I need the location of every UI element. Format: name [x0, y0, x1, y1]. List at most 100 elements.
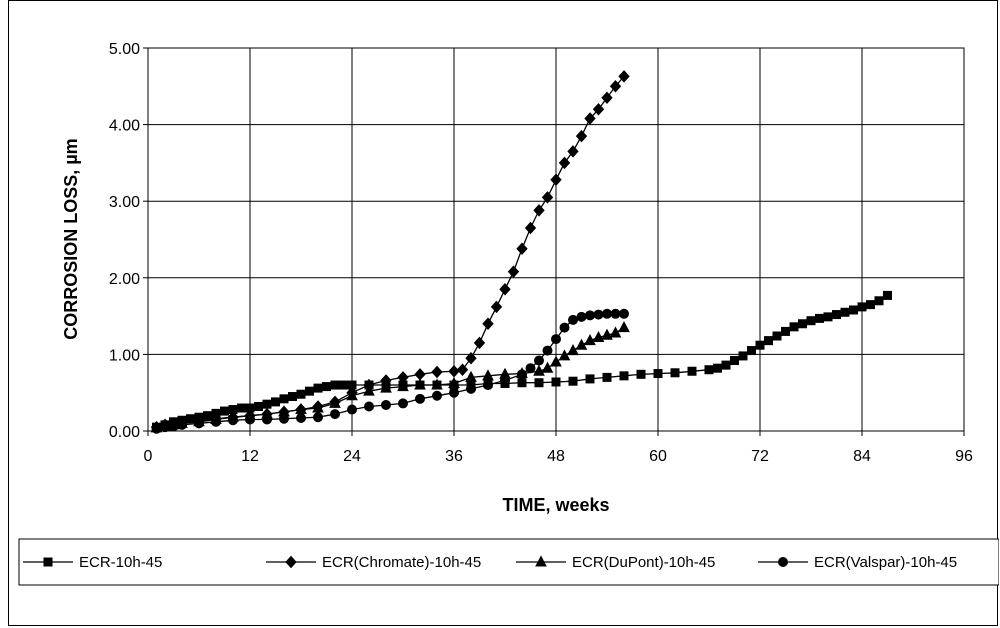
chart-frame: 0.00 1.00 2.00 3.00 4.00 5.00 0 12 24 36 48 60 72 84 9…	[8, 0, 999, 626]
data-point	[237, 403, 246, 413]
x-tick-label: 72	[751, 448, 769, 465]
data-point	[364, 401, 374, 412]
data-point	[305, 386, 314, 396]
data-point	[330, 380, 340, 390]
data-point	[747, 346, 756, 356]
legend-label: ECR(Chromate)-10h-45	[322, 554, 481, 571]
data-point	[738, 351, 748, 361]
x-tick-label: 48	[547, 448, 565, 465]
data-point	[524, 221, 537, 235]
x-tick-label: 60	[649, 448, 667, 465]
data-point	[380, 381, 392, 393]
x-tick-label: 36	[445, 448, 463, 465]
data-point	[575, 129, 588, 143]
data-point	[550, 173, 562, 186]
data-point	[507, 265, 520, 278]
data-point	[840, 307, 850, 317]
data-point	[541, 191, 554, 204]
legend-marker	[43, 557, 53, 567]
data-point	[866, 300, 875, 310]
data-point	[203, 411, 212, 421]
data-point	[585, 374, 595, 384]
data-point	[381, 399, 391, 410]
data-point	[558, 156, 571, 170]
data-point	[713, 363, 722, 373]
x-tick-label: 96	[955, 448, 973, 465]
data-point	[363, 384, 375, 396]
data-point	[704, 365, 714, 375]
data-point	[534, 378, 544, 388]
data-point	[330, 409, 340, 420]
data-point	[262, 399, 272, 409]
data-point	[849, 305, 858, 315]
data-point	[772, 331, 782, 341]
x-tick-label: 84	[853, 448, 871, 465]
legend: ECR-10h-45 ECR(Chromate)-10h-45 ECR(DuPont…	[23, 554, 957, 571]
data-point	[687, 366, 697, 376]
data-point	[542, 345, 553, 356]
data-point	[559, 322, 570, 333]
data-point	[177, 419, 187, 430]
data-point	[592, 330, 605, 343]
data-point	[533, 364, 545, 376]
data-point	[806, 316, 816, 326]
data-point	[798, 319, 807, 329]
data-point	[601, 91, 613, 105]
data-point	[551, 334, 561, 345]
tick-layer: 0.00 1.00 2.00 3.00 4.00 5.00 0 12 24 36 48 60 72 84 9…	[109, 41, 973, 465]
y-tick-label: 5.00	[109, 41, 140, 58]
data-point	[567, 145, 579, 158]
y-tick-label: 1.00	[109, 347, 140, 364]
data-point	[823, 312, 833, 322]
data-point	[262, 414, 272, 425]
data-point	[609, 326, 622, 338]
data-point	[322, 382, 331, 392]
data-point	[398, 398, 408, 409]
data-point	[415, 393, 425, 404]
y-tick-label: 4.00	[109, 118, 140, 135]
data-point	[288, 392, 297, 402]
data-point	[466, 383, 476, 394]
data-point	[533, 204, 545, 217]
data-point	[313, 383, 323, 393]
data-point	[602, 308, 612, 319]
data-point	[482, 369, 494, 381]
data-point	[857, 302, 867, 312]
data-point	[339, 380, 348, 390]
y-axis-title: CORROSION LOSS, µm	[61, 138, 81, 339]
legend-marker	[535, 555, 547, 567]
data-point	[567, 343, 579, 356]
x-tick-label: 12	[241, 448, 259, 465]
data-point	[456, 363, 469, 376]
data-point	[789, 322, 799, 332]
data-point	[541, 361, 554, 373]
data-point	[584, 112, 596, 125]
legend-label: ECR(DuPont)-10h-45	[572, 554, 715, 571]
y-tick-label: 0.00	[109, 424, 140, 441]
x-tick-label: 0	[144, 448, 153, 465]
data-point	[490, 300, 503, 314]
data-point	[619, 371, 629, 381]
legend-item: ECR(Valspar)-10h-45	[758, 554, 957, 571]
data-point	[151, 423, 162, 434]
y-tick-label: 2.00	[109, 271, 140, 288]
legend-marker	[778, 557, 788, 567]
data-point	[568, 314, 578, 325]
data-point	[592, 103, 605, 116]
legend-marker	[285, 555, 297, 569]
legend-item: ECR-10h-45	[23, 554, 162, 571]
data-point	[534, 355, 544, 366]
data-point	[636, 369, 646, 379]
data-point	[279, 394, 289, 404]
data-point	[815, 313, 824, 323]
data-point	[482, 317, 494, 331]
series-layer	[150, 70, 892, 434]
data-point	[279, 413, 289, 424]
data-point	[610, 308, 621, 319]
data-point	[618, 321, 630, 333]
data-point	[168, 421, 179, 432]
data-point	[194, 418, 204, 429]
legend-label: ECR-10h-45	[79, 554, 162, 571]
data-point	[618, 70, 630, 83]
data-point	[347, 404, 357, 415]
